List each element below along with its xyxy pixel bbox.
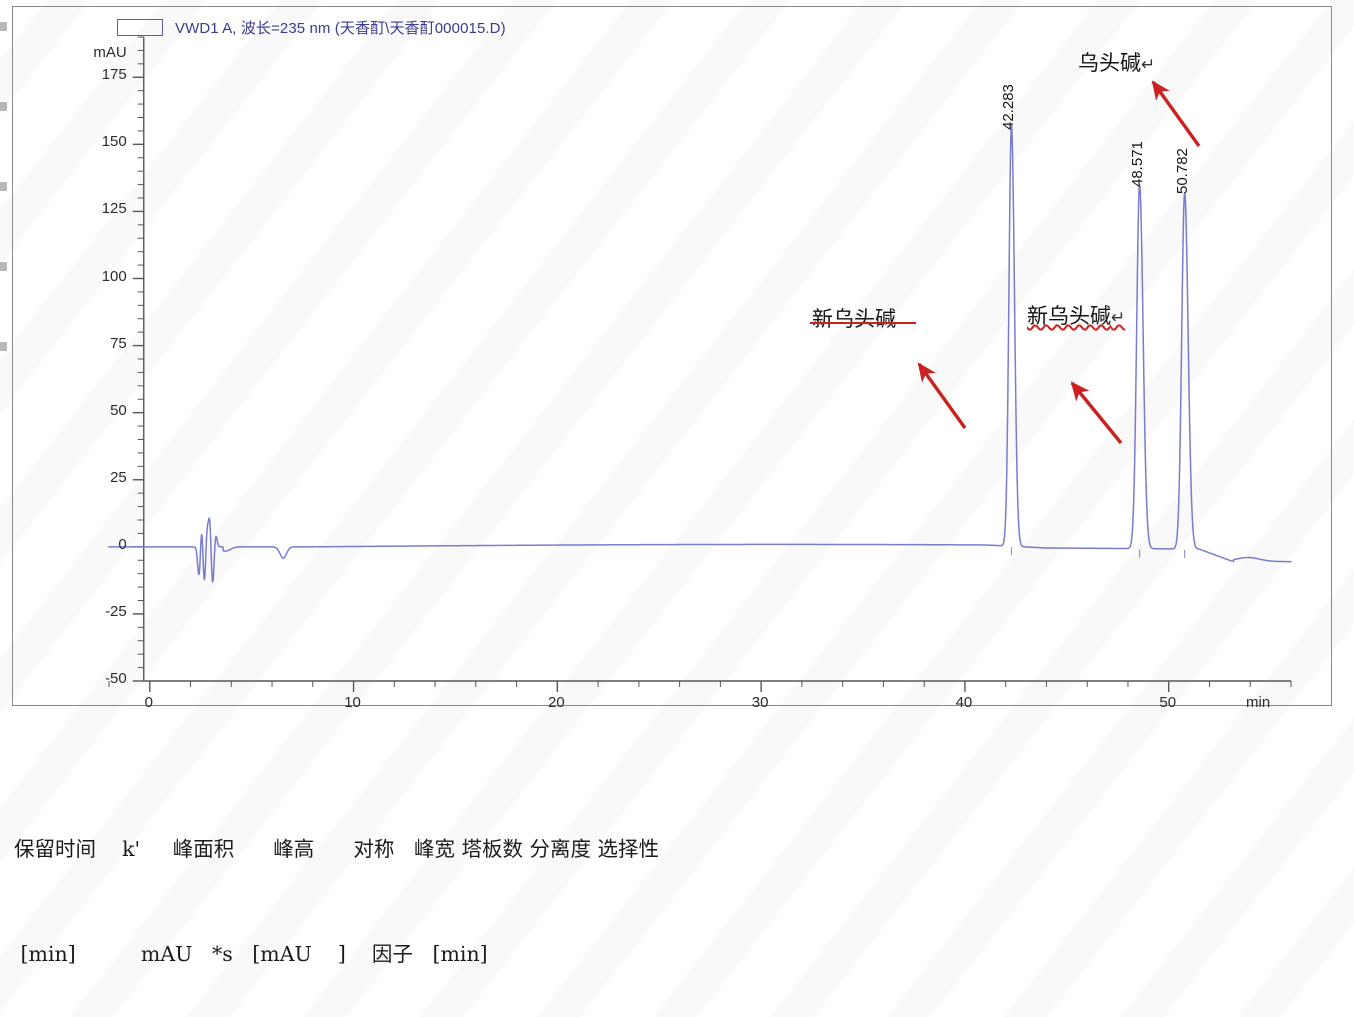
table-header-line-1: 保留时间 k' 峰面积 峰高 对称 峰宽 塔板数 分离度 选择性 (14, 837, 659, 861)
x-axis-tick-label: 0 (144, 694, 153, 711)
legend-label: VWD1 A, 波长=235 nm (天香酊\天香酊000015.D) (175, 20, 506, 37)
chart-canvas (108, 36, 1292, 692)
pilcrow-mark: ↵ (1111, 308, 1126, 328)
left-edge-mark (0, 342, 7, 351)
left-edge-mark (0, 262, 7, 271)
annotation-strikethrough (810, 322, 916, 324)
x-axis-tick-label: 20 (548, 694, 565, 711)
annotation-text: 乌头碱 (1078, 51, 1141, 75)
left-edge-mark (0, 182, 7, 191)
results-table: 保留时间 k' 峰面积 峰高 对称 峰宽 塔板数 分离度 选择性 [min] m… (14, 762, 1214, 1017)
y-axis-tick-label: 150 (101, 133, 127, 151)
annotation-text: 新乌头碱 (812, 307, 896, 331)
left-edge-mark (0, 22, 7, 31)
chromatogram-chart: VWD1 A, 波长=235 nm (天香酊\天香酊000015.D) (12, 6, 1332, 706)
y-axis-tick-label: 75 (110, 334, 127, 352)
peak-retention-time-label: 50.782 (1173, 148, 1191, 195)
table-header-line-2: [min] mAU *s [mAU ] 因子 [min] (14, 942, 488, 966)
y-axis-tick-label: 125 (101, 200, 127, 218)
y-axis-title: mAU (93, 44, 127, 61)
x-axis-tick-label: 10 (344, 694, 361, 711)
left-edge-mark (0, 102, 7, 111)
y-axis-tick-label: 0 (118, 535, 127, 553)
x-axis-tick-label: 30 (751, 694, 769, 711)
annotation-text: 新乌头碱 (1027, 304, 1111, 328)
peak-retention-time-label: 48.571 (1128, 141, 1146, 187)
peak-retention-time-label: 42.283 (1000, 83, 1018, 130)
y-axis-tick-label: 175 (101, 66, 127, 84)
y-axis-tick-label: 50 (110, 401, 127, 419)
annotation-aconitine: 乌头碱↵ (1078, 47, 1155, 77)
legend-color-swatch (117, 19, 163, 36)
y-axis-tick-label: 25 (110, 468, 127, 486)
chart-legend[interactable]: VWD1 A, 波长=235 nm (天香酊\天香酊000015.D) (117, 17, 506, 38)
annotation-mesaconitine-struck: 新乌头碱 (812, 303, 896, 333)
x-axis-tick-label: 40 (955, 694, 973, 711)
annotation-mesaconitine: 新乌头碱↵ (1027, 300, 1125, 330)
x-axis-tick-label: 50 (1159, 694, 1177, 711)
y-axis-tick-label: -25 (105, 602, 127, 620)
y-axis-tick-label: 100 (101, 267, 127, 285)
y-axis-tick-label: -50 (105, 670, 127, 687)
pilcrow-mark: ↵ (1141, 55, 1156, 75)
x-axis-title: min (1246, 694, 1271, 711)
